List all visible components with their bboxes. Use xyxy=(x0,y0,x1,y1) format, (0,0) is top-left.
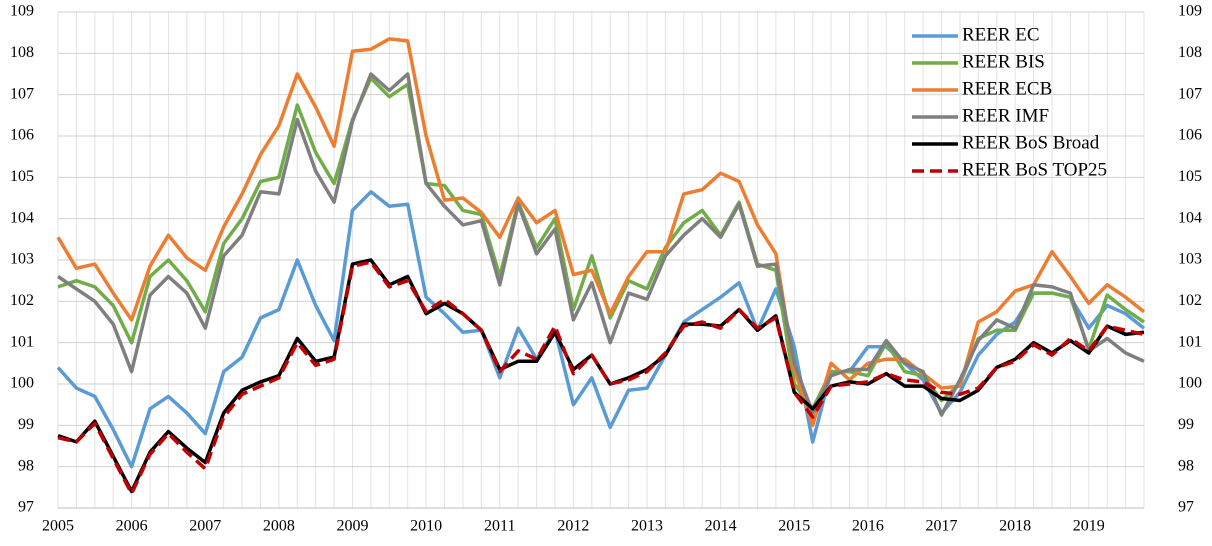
y-tick-label: 99 xyxy=(18,416,34,433)
y-tick-label: 107 xyxy=(10,85,34,102)
x-tick-label: 2005 xyxy=(42,518,74,535)
y2-tick-label: 99 xyxy=(1178,416,1194,433)
y2-tick-label: 104 xyxy=(1178,209,1202,226)
y-tick-label: 105 xyxy=(10,168,34,185)
series-line xyxy=(57,72,1145,417)
y-tick-label: 97 xyxy=(18,499,34,516)
y-tick-label: 108 xyxy=(10,44,34,61)
x-tick-label: 2009 xyxy=(337,518,369,535)
y-tick-label: 106 xyxy=(10,127,34,144)
legend-label: REER IMF xyxy=(962,105,1049,126)
y2-tick-label: 100 xyxy=(1178,375,1202,392)
x-tick-label: 2015 xyxy=(778,518,810,535)
x-tick-label: 2006 xyxy=(116,518,148,535)
y-tick-label: 100 xyxy=(10,375,34,392)
x-tick-label: 2018 xyxy=(999,518,1031,535)
x-tick-label: 2013 xyxy=(631,518,663,535)
x-tick-label: 2007 xyxy=(189,518,221,535)
axes: 97 98 99 100 101 102 103 104 105 106 107 108 109 97 98… xyxy=(10,3,1202,535)
y2-tick-label: 109 xyxy=(1178,3,1202,20)
x-tick-label: 2012 xyxy=(557,518,589,535)
y2-tick-label: 102 xyxy=(1178,292,1202,309)
y2-tick-label: 103 xyxy=(1178,251,1202,268)
legend-label: REER BIS xyxy=(962,51,1045,72)
y2-tick-label: 97 xyxy=(1178,499,1194,516)
y-tick-label: 109 xyxy=(10,3,34,20)
y2-tick-label: 106 xyxy=(1178,127,1202,144)
y-tick-label: 98 xyxy=(18,457,34,474)
x-tick-label: 2017 xyxy=(926,518,958,535)
x-tick-label: 2011 xyxy=(484,518,515,535)
y2-tick-label: 107 xyxy=(1178,85,1202,102)
series-line xyxy=(57,76,1145,411)
x-tick-label: 2014 xyxy=(705,518,737,535)
legend-label: REER ECB xyxy=(962,78,1052,99)
y-tick-label: 104 xyxy=(10,209,34,226)
series-line xyxy=(56,190,1146,469)
series-line xyxy=(57,260,1145,496)
x-tick-label: 2016 xyxy=(852,518,884,535)
y-tick-label: 101 xyxy=(10,333,34,350)
legend-label: REER BoS TOP25 xyxy=(962,159,1107,180)
legend-label: REER BoS Broad xyxy=(962,132,1100,153)
y-tick-label: 103 xyxy=(10,251,34,268)
y2-tick-label: 108 xyxy=(1178,44,1202,61)
y2-tick-label: 105 xyxy=(1178,168,1202,185)
x-tick-label: 2008 xyxy=(263,518,295,535)
y-tick-label: 102 xyxy=(10,292,34,309)
legend: REER EC REER BIS REER ECB REER IMF REER BoS … xyxy=(912,24,1107,180)
y2-tick-label: 98 xyxy=(1178,457,1194,474)
legend-label: REER EC xyxy=(962,24,1040,45)
x-tick-label: 2010 xyxy=(410,518,442,535)
x-tick-label: 2019 xyxy=(1073,518,1105,535)
lines xyxy=(56,37,1146,496)
y2-tick-label: 101 xyxy=(1178,333,1202,350)
